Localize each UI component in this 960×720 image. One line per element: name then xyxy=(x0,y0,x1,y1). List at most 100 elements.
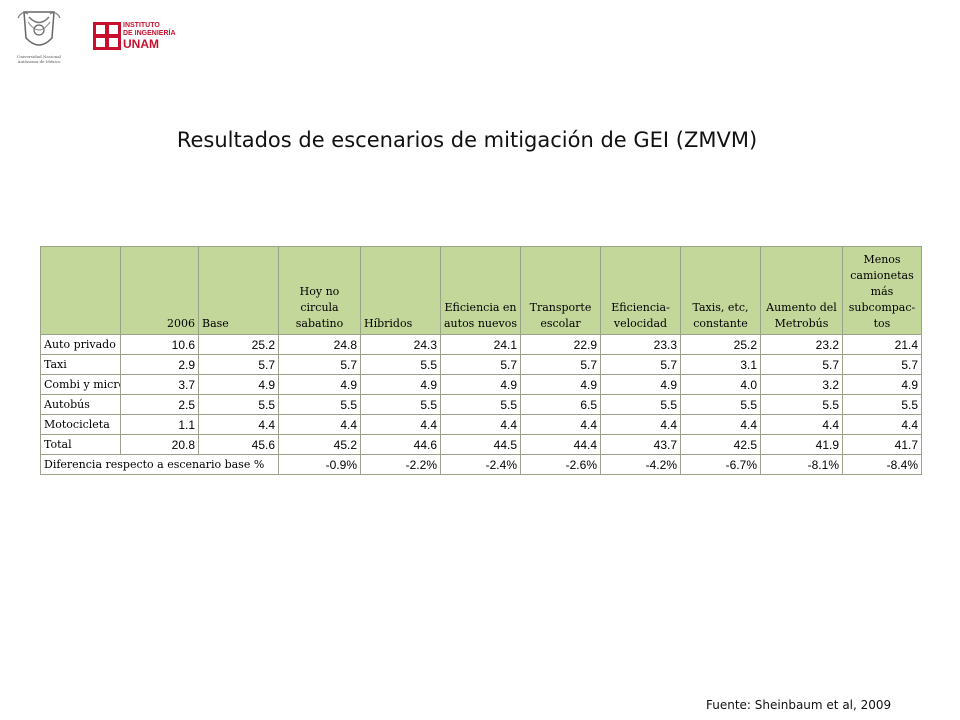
difference-cell: -0.9% xyxy=(278,454,361,475)
column-header: Base xyxy=(198,246,279,335)
table-cell: 5.7 xyxy=(198,354,279,375)
table-cell: 24.8 xyxy=(278,334,361,355)
table-cell: 4.9 xyxy=(600,374,681,395)
table-cell: 4.4 xyxy=(198,414,279,435)
table-cell: 5.5 xyxy=(360,354,441,375)
row-label: Taxi xyxy=(40,354,121,375)
row-label: Total xyxy=(40,434,121,455)
table-cell: 5.5 xyxy=(842,394,922,415)
difference-cell: -4.2% xyxy=(600,454,681,475)
table-body: Auto privado 10.6 25.2 24.8 24.3 24.1 22.9 23.3… xyxy=(40,334,922,475)
source-footnote: Fuente: Sheinbaum et al, 2009 xyxy=(706,698,892,712)
table-cell: 3.1 xyxy=(680,354,761,375)
difference-cell: -2.4% xyxy=(440,454,521,475)
table-row: Combi y micro 3.7 4.9 4.9 4.9 4.9 4.9 4.9 4.0 3.2… xyxy=(40,374,922,395)
table-cell: 2.9 xyxy=(120,354,199,375)
unam-seal-icon xyxy=(17,11,61,46)
table-cell: 4.4 xyxy=(520,414,601,435)
institute-line-1: INSTITUTO xyxy=(123,22,160,29)
table-cell: 5.5 xyxy=(680,394,761,415)
table-cell: 20.8 xyxy=(120,434,199,455)
table-cell: 4.9 xyxy=(198,374,279,395)
column-header xyxy=(40,246,121,335)
table-row: Autobús 2.5 5.5 5.5 5.5 5.5 6.5 5.5 5.5 5.5 5.5 xyxy=(40,394,922,415)
table-cell: 10.6 xyxy=(120,334,199,355)
table-cell: 24.3 xyxy=(360,334,441,355)
difference-cell: -2.6% xyxy=(520,454,601,475)
unam-seal-logo: Universidad Nacional Autónoma de México xyxy=(14,8,64,72)
table-cell: 4.4 xyxy=(760,414,843,435)
table-cell: 4.4 xyxy=(600,414,681,435)
table-cell: 4.9 xyxy=(278,374,361,395)
ii-grid-icon xyxy=(93,22,121,50)
table-cell: 43.7 xyxy=(600,434,681,455)
table-cell: 5.7 xyxy=(760,354,843,375)
table-cell: 24.1 xyxy=(440,334,521,355)
table-cell: 21.4 xyxy=(842,334,922,355)
table-cell: 4.9 xyxy=(842,374,922,395)
table-cell: 4.0 xyxy=(680,374,761,395)
difference-cell: -2.2% xyxy=(360,454,441,475)
table-cell: 3.2 xyxy=(760,374,843,395)
scenario-results-table: 2006 Base Hoy no circula sabatino Híbridos E… xyxy=(40,246,922,475)
row-label: Combi y micro xyxy=(40,374,121,395)
table-cell: 3.7 xyxy=(120,374,199,395)
table-cell: 44.4 xyxy=(520,434,601,455)
table-cell: 4.4 xyxy=(360,414,441,435)
table-cell: 5.5 xyxy=(600,394,681,415)
table-cell: 45.2 xyxy=(278,434,361,455)
slide-title: Resultados de escenarios de mitigación d… xyxy=(176,128,758,152)
table-row: Auto privado 10.6 25.2 24.8 24.3 24.1 22.9 23.3… xyxy=(40,334,922,355)
table-cell: 4.4 xyxy=(440,414,521,435)
difference-row-label: Diferencia respecto a escenario base % xyxy=(40,454,279,475)
table-cell: 25.2 xyxy=(680,334,761,355)
difference-cell: -6.7% xyxy=(680,454,761,475)
row-label: Auto privado xyxy=(40,334,121,355)
table-cell: 1.1 xyxy=(120,414,199,435)
table-cell: 45.6 xyxy=(198,434,279,455)
table-cell: 5.7 xyxy=(600,354,681,375)
column-header: Aumento del Metrobús xyxy=(760,246,843,335)
institute-line-2: DE INGENIERÍA xyxy=(123,30,176,37)
table-header: 2006 Base Hoy no circula sabatino Híbridos E… xyxy=(40,246,922,335)
table-cell: 4.4 xyxy=(842,414,922,435)
difference-cell: -8.4% xyxy=(842,454,922,475)
table-cell: 23.2 xyxy=(760,334,843,355)
row-label: Motocicleta xyxy=(40,414,121,435)
table-row: Motocicleta 1.1 4.4 4.4 4.4 4.4 4.4 4.4 4.4 4.4 4.… xyxy=(40,414,922,435)
column-header: Eficiencia-velocidad xyxy=(600,246,681,335)
table-cell: 5.7 xyxy=(842,354,922,375)
table-cell: 6.5 xyxy=(520,394,601,415)
row-label: Autobús xyxy=(40,394,121,415)
column-header: Híbridos xyxy=(360,246,441,335)
instituto-ingenieria-logo: INSTITUTO DE INGENIERÍA UNAM xyxy=(93,22,183,52)
difference-row: Diferencia respecto a escenario base % -0… xyxy=(40,454,922,475)
unam-seal-caption: Universidad Nacional Autónoma de México xyxy=(17,54,61,64)
table-cell: 42.5 xyxy=(680,434,761,455)
table-cell: 5.7 xyxy=(440,354,521,375)
table-cell: 41.9 xyxy=(760,434,843,455)
table-header-row: 2006 Base Hoy no circula sabatino Híbridos E… xyxy=(40,246,922,335)
table-cell: 5.7 xyxy=(278,354,361,375)
table-cell: 4.9 xyxy=(360,374,441,395)
table-cell: 4.9 xyxy=(440,374,521,395)
table-cell: 5.5 xyxy=(278,394,361,415)
table-cell: 44.5 xyxy=(440,434,521,455)
table-cell: 5.7 xyxy=(520,354,601,375)
table-cell: 4.4 xyxy=(278,414,361,435)
column-header: Taxis, etc, constante xyxy=(680,246,761,335)
table-cell: 5.5 xyxy=(198,394,279,415)
institute-line-3: UNAM xyxy=(123,37,159,51)
column-header: Hoy no circula sabatino xyxy=(278,246,361,335)
table-cell: 44.6 xyxy=(360,434,441,455)
table-cell: 41.7 xyxy=(842,434,922,455)
table-cell: 5.5 xyxy=(760,394,843,415)
difference-cell: -8.1% xyxy=(760,454,843,475)
table-cell: 5.5 xyxy=(440,394,521,415)
table-cell: 4.4 xyxy=(680,414,761,435)
table-cell: 5.5 xyxy=(360,394,441,415)
table-row: Taxi 2.9 5.7 5.7 5.5 5.7 5.7 5.7 3.1 5.7 5.7 xyxy=(40,354,922,375)
column-header: Menos camionetas más subcompac-tos xyxy=(842,246,922,335)
table-cell: 25.2 xyxy=(198,334,279,355)
table-cell: 4.9 xyxy=(520,374,601,395)
